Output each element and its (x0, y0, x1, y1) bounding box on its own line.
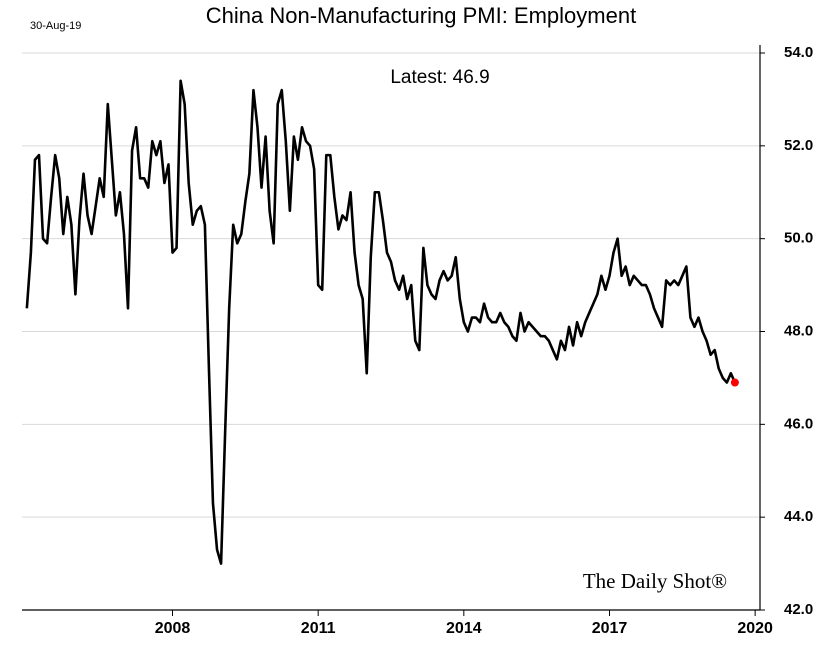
y-tick-label: 46.0 (784, 415, 813, 432)
y-tick-label: 52.0 (784, 137, 813, 154)
x-tick-label: 2014 (446, 620, 482, 637)
chart-title: China Non-Manufacturing PMI: Employment (206, 3, 636, 28)
y-tick-label: 50.0 (784, 230, 813, 247)
x-tick-label: 2017 (592, 620, 628, 637)
y-tick-label: 48.0 (784, 322, 813, 339)
latest-point (730, 378, 739, 387)
x-tick-label: 2008 (155, 620, 191, 637)
y-tick-label: 54.0 (784, 44, 813, 61)
series-line (25, 79, 737, 565)
x-tick-label: 2020 (737, 620, 773, 637)
annotation: Latest: 46.9 (390, 67, 489, 88)
watermark: The Daily Shot® (583, 569, 727, 593)
y-tick-label: 42.0 (784, 601, 813, 618)
x-tick-label: 2011 (301, 620, 336, 637)
y-tick-label: 44.0 (784, 508, 813, 525)
date-note: 30-Aug-19 (30, 20, 81, 32)
